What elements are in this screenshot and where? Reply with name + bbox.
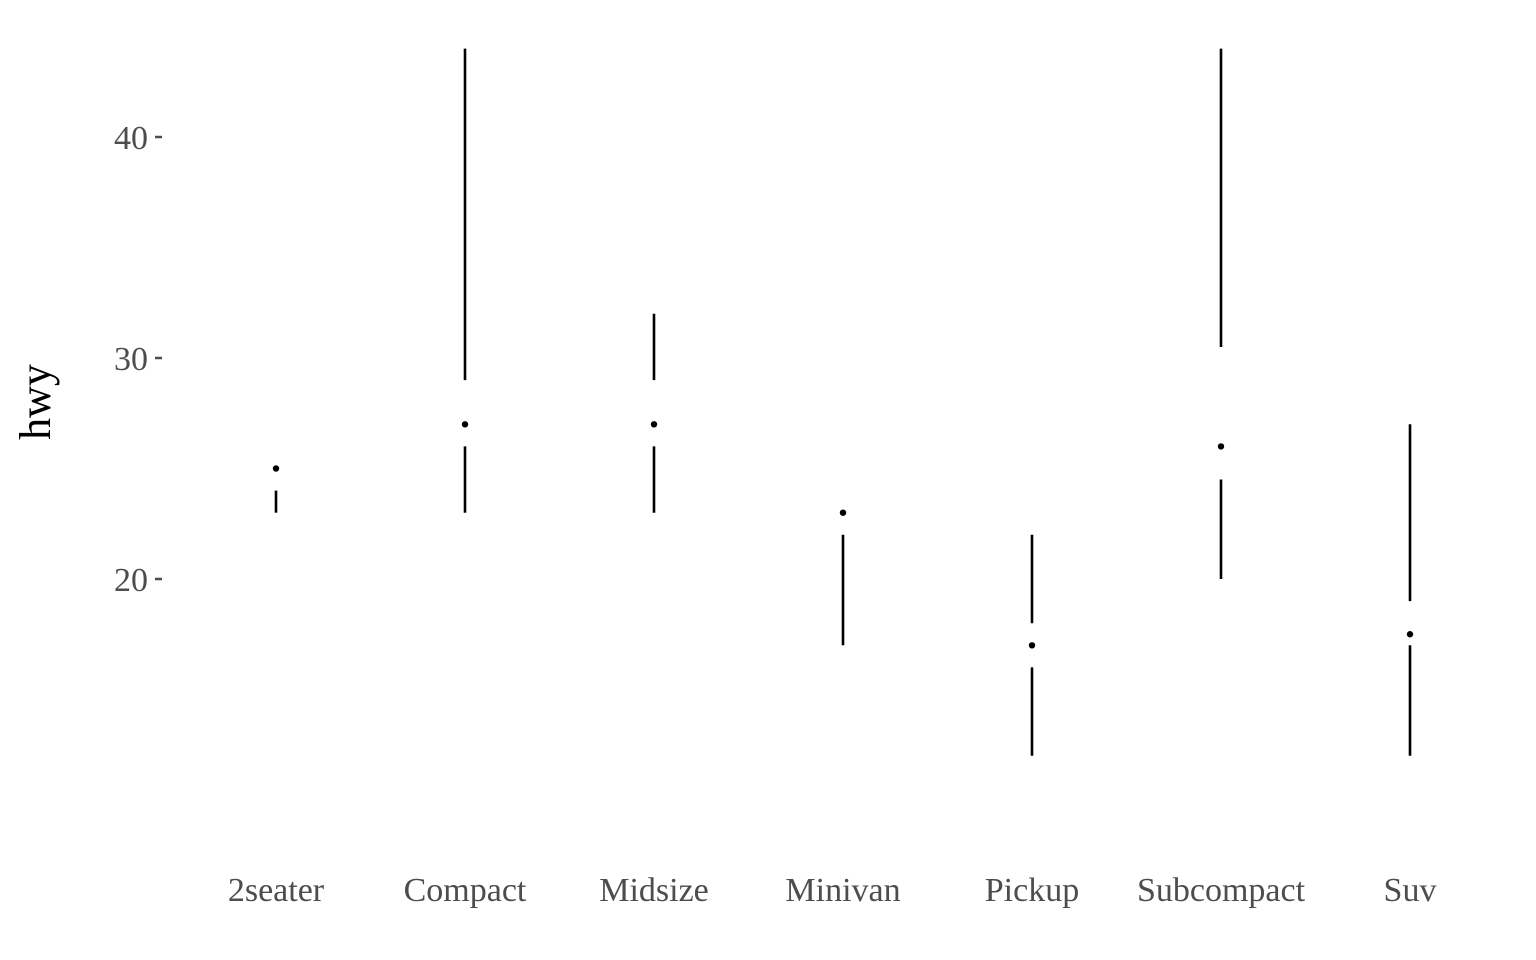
median-point-subcompact bbox=[1217, 443, 1225, 450]
y-tick-label-40: 40 bbox=[114, 120, 148, 157]
y-axis: 20 30 40 bbox=[114, 120, 162, 599]
x-tick-label-compact: Compact bbox=[404, 872, 527, 909]
median-point-pickup bbox=[1028, 642, 1036, 649]
x-tick-label-subcompact: Subcompact bbox=[1137, 872, 1306, 909]
median-point-2seater bbox=[272, 465, 280, 472]
median-point-suv bbox=[1406, 631, 1414, 638]
box-suv bbox=[1406, 424, 1414, 756]
box-pickup bbox=[1028, 534, 1036, 756]
median-point-compact bbox=[461, 421, 469, 428]
plot-marks bbox=[272, 48, 1414, 756]
x-tick-label-midsize: Midsize bbox=[599, 872, 709, 909]
box-minivan bbox=[839, 509, 847, 646]
y-axis-title: hwy bbox=[11, 364, 60, 440]
x-tick-label-2seater: 2seater bbox=[228, 872, 325, 909]
x-tick-label-suv: Suv bbox=[1384, 872, 1437, 909]
median-point-midsize bbox=[650, 421, 658, 428]
box-midsize bbox=[650, 313, 658, 513]
median-point-minivan bbox=[839, 509, 847, 516]
box-2seater bbox=[272, 465, 280, 513]
box-subcompact bbox=[1217, 48, 1225, 579]
y-tick-label-20: 20 bbox=[114, 562, 148, 599]
x-tick-label-minivan: Minivan bbox=[785, 872, 900, 909]
x-tick-label-pickup: Pickup bbox=[985, 872, 1079, 909]
x-axis: 2seater Compact Midsize Minivan Pickup Subcom… bbox=[228, 872, 1437, 909]
box-compact bbox=[461, 48, 469, 513]
y-tick-label-30: 30 bbox=[114, 341, 148, 378]
